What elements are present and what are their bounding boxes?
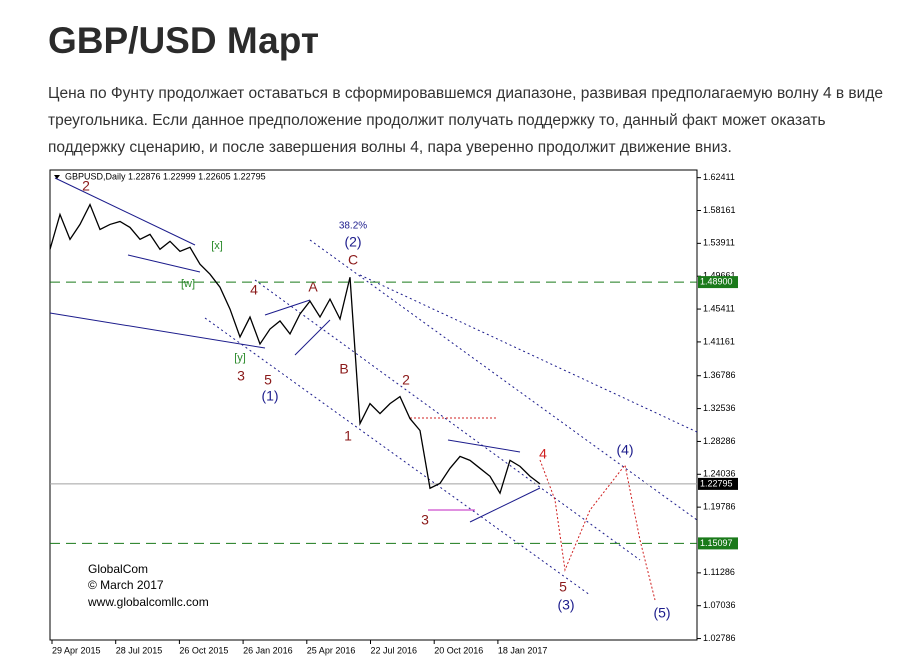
y-tick-label: 1.24036 (703, 469, 736, 479)
wave-label: (2) (344, 234, 361, 250)
symbol-info: GBPUSD,Daily 1.22876 1.22999 1.22605 1.2… (65, 171, 266, 181)
x-tick-label: 26 Oct 2015 (179, 645, 228, 655)
y-tick-label: 1.32536 (703, 403, 736, 413)
y-tick-label: 1.62411 (703, 172, 735, 182)
wave-label: 5 (559, 579, 567, 595)
y-tick-label: 1.11286 (703, 567, 735, 577)
fib-label: 38.2% (339, 221, 367, 232)
y-tick-label: 1.45411 (703, 303, 735, 313)
y-tick-label: 1.58161 (703, 205, 736, 215)
wave-label: 3 (237, 368, 245, 384)
wave-label: (3) (557, 597, 574, 613)
y-tick-label: 1.28286 (703, 436, 736, 446)
plot-frame (49, 169, 698, 641)
wave-label: (5) (653, 605, 670, 621)
wave-label: [w] (181, 278, 195, 290)
wave-label: (1) (261, 388, 278, 404)
y-tick-label: 1.49661 (703, 271, 736, 281)
x-tick-label: 20 Oct 2016 (434, 645, 483, 655)
wave-label: 3 (421, 512, 429, 528)
y-tick-label: 1.02786 (703, 633, 736, 643)
wave-label: B (339, 361, 348, 377)
x-tick-label: 22 Jul 2016 (371, 645, 418, 655)
y-tick-label: 1.53911 (703, 238, 735, 248)
x-tick-label: 25 Apr 2016 (307, 645, 356, 655)
menu-arrow (54, 175, 60, 179)
wave-label: C (348, 252, 358, 268)
level-label: 1.48900 (700, 276, 733, 286)
level-box (698, 537, 738, 550)
wave-label: 2 (82, 178, 90, 194)
wave-label: 2 (402, 372, 410, 388)
price-line (49, 202, 541, 495)
wave-label: 1 (344, 428, 352, 444)
y-tick-label: 1.19786 (703, 502, 736, 512)
paragraph: Цена по Фунту продолжает оставаться в сф… (48, 85, 883, 156)
x-tick-label: 28 Jul 2015 (116, 645, 163, 655)
wave-label: 4 (539, 446, 547, 462)
y-tick-label: 1.41161 (703, 336, 735, 346)
wave-label: 4 (250, 282, 258, 298)
wave-label: [x] (211, 240, 223, 252)
wave-label: (4) (616, 442, 633, 458)
level-label: 1.22795 (700, 478, 733, 488)
watermark: www.globalcomllc.com (87, 595, 209, 609)
x-tick-label: 18 Jan 2017 (498, 645, 548, 655)
watermark: © March 2017 (88, 578, 164, 592)
wave-label: 5 (264, 372, 272, 388)
level-box (698, 477, 738, 490)
x-tick-label: 29 Apr 2015 (52, 645, 101, 655)
wave-label: A (308, 279, 318, 295)
y-tick-label: 1.36786 (703, 370, 736, 380)
y-tick-label: 1.07036 (703, 600, 736, 610)
wave-lines (49, 177, 698, 601)
x-tick-label: 26 Jan 2016 (243, 645, 293, 655)
level-label: 1.15097 (700, 538, 733, 548)
wave-label: [y] (234, 352, 246, 364)
title: GBP/USD Март (48, 20, 319, 61)
level-box (698, 276, 738, 289)
watermark: GlobalCom (88, 562, 148, 576)
